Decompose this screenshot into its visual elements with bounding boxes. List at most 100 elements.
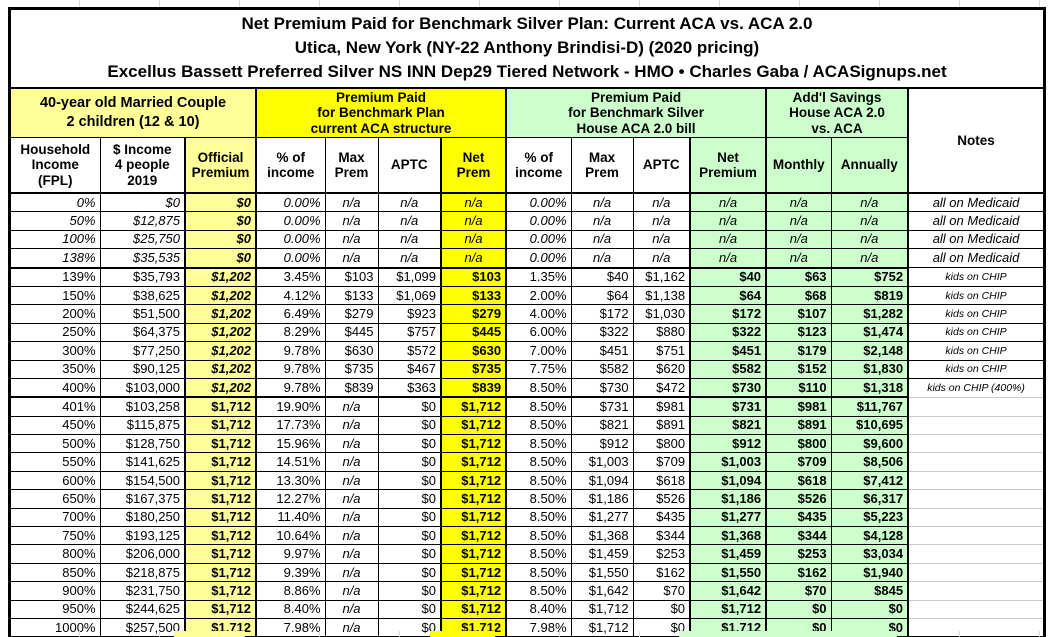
table-cell: $1,202 xyxy=(183,285,257,305)
table-row: 600% $154,500 $1,712 13.30% n/a $0 $1,712 8.50%… xyxy=(11,470,1044,490)
table-cell: $467 xyxy=(377,359,442,379)
table-row: 0% $0 $0 0.00% n/a n/a n/a 0.00% n/a n/a n/a n/a n/a… xyxy=(11,192,1044,212)
table-cell: $107 xyxy=(765,304,832,324)
table-cell: 4.00% xyxy=(505,304,572,324)
table-cell: $63 xyxy=(765,266,832,287)
table-cell: $1,712 xyxy=(570,599,634,619)
column-header: APTC xyxy=(377,137,442,194)
table-cell: $582 xyxy=(689,359,767,379)
table-cell: $435 xyxy=(632,507,691,527)
table-cell: $1,712 xyxy=(183,562,257,582)
table-cell: $923 xyxy=(377,304,442,324)
table-cell: $0 xyxy=(377,581,442,601)
table-cell: $1,368 xyxy=(570,526,634,545)
table-cell: $1,712 xyxy=(440,434,507,453)
table-cell: n/a xyxy=(324,434,379,453)
table-cell: $162 xyxy=(765,562,832,582)
table-cell: 139% xyxy=(11,266,100,287)
table-cell: 200% xyxy=(11,304,100,324)
table-cell: $70 xyxy=(765,581,832,601)
table-cell: 650% xyxy=(11,489,100,509)
table-cell xyxy=(907,562,1044,582)
table-cell: kids on CHIP xyxy=(907,322,1044,342)
table-cell: $77,250 xyxy=(99,341,185,361)
table-cell: $172 xyxy=(689,304,767,324)
table-cell: $981 xyxy=(765,396,832,417)
gridline-fill-bright-yellow xyxy=(430,631,495,637)
table-cell: $6,317 xyxy=(830,489,909,509)
table-cell: $0 xyxy=(183,211,257,231)
table-cell: 6.00% xyxy=(505,322,572,342)
table-cell: 950% xyxy=(11,599,100,619)
title-line-1: Net Premium Paid for Benchmark Silver Pl… xyxy=(241,14,813,33)
table-cell: $620 xyxy=(632,359,691,379)
table-cell: 9.97% xyxy=(255,544,326,564)
table-cell: 14.51% xyxy=(255,452,326,472)
table-cell: 8.50% xyxy=(505,526,572,545)
table-cell: $133 xyxy=(440,285,507,305)
table-row: 750% $193,125 $1,712 10.64% n/a $0 $1,712 8.50%… xyxy=(11,526,1044,545)
table-cell xyxy=(907,489,1044,509)
table-cell: $344 xyxy=(765,526,832,545)
table-cell: 150% xyxy=(11,285,100,305)
table-cell: $64,375 xyxy=(99,322,185,342)
table-cell: $1,094 xyxy=(570,470,634,490)
table-cell xyxy=(907,581,1044,601)
table-cell: $1,642 xyxy=(570,581,634,601)
table-cell: $7,412 xyxy=(830,470,909,490)
premium-table-frame: Net Premium Paid for Benchmark Silver Pl… xyxy=(8,7,1046,637)
table-cell: 15.96% xyxy=(255,434,326,453)
table-cell: $731 xyxy=(570,396,634,417)
table-cell: $9,600 xyxy=(830,434,909,453)
title-line-3: Excellus Bassett Preferred Silver NS INN… xyxy=(107,62,947,81)
table-row: 150% $38,625 $1,202 4.12% $133 $1,069 $133 2.00… xyxy=(11,285,1044,305)
table-row: 900% $231,750 $1,712 8.86% n/a $0 $1,712 8.50% $… xyxy=(11,581,1044,601)
table-row: 138% $35,535 $0 0.00% n/a n/a n/a 0.00% n/a n/a n/… xyxy=(11,248,1044,268)
table-cell: n/a xyxy=(324,489,379,509)
table-cell: $1,712 xyxy=(183,470,257,490)
table-cell: n/a xyxy=(689,248,767,268)
table-cell: n/a xyxy=(324,229,379,249)
table-cell: 0.00% xyxy=(255,211,326,231)
table-cell: 13.30% xyxy=(255,470,326,490)
table-cell: $244,625 xyxy=(99,599,185,619)
column-header-row: Household Income (FPL) $ Income 4 people … xyxy=(11,137,1043,194)
table-cell: $1,712 xyxy=(440,452,507,472)
table-cell: n/a xyxy=(765,248,832,268)
table-cell: n/a xyxy=(632,248,691,268)
table-cell: 600% xyxy=(11,470,100,490)
table-body: 0% $0 $0 0.00% n/a n/a n/a 0.00% n/a n/a n/a n/a n/a… xyxy=(11,192,1044,637)
table-cell: $1,712 xyxy=(440,526,507,545)
column-header: Monthly xyxy=(765,137,832,194)
group-header-addl-savings: Add'l Savings House ACA 2.0 vs. ACA xyxy=(765,89,909,138)
table-cell: n/a xyxy=(632,192,691,212)
table-cell: $0 xyxy=(377,415,442,435)
table-cell: $981 xyxy=(632,396,691,417)
table-cell: $757 xyxy=(377,322,442,342)
table-cell: $231,750 xyxy=(99,581,185,601)
table-cell: $1,642 xyxy=(689,581,767,601)
table-row: 700% $180,250 $1,712 11.40% n/a $0 $1,712 8.50%… xyxy=(11,507,1044,527)
table-cell: n/a xyxy=(765,192,832,212)
table-row: 450% $115,875 $1,712 17.73% n/a $0 $1,712 8.50%… xyxy=(11,415,1044,435)
table-cell: 8.50% xyxy=(505,415,572,435)
table-cell: n/a xyxy=(830,192,909,212)
table-cell xyxy=(907,434,1044,453)
table-cell: $1,138 xyxy=(632,285,691,305)
table-cell: $800 xyxy=(765,434,832,453)
table-cell: $167,375 xyxy=(99,489,185,509)
table-cell: n/a xyxy=(689,211,767,231)
table-cell: n/a xyxy=(765,229,832,249)
table-cell: $582 xyxy=(570,359,634,379)
table-cell: $253 xyxy=(765,544,832,564)
table-cell: 250% xyxy=(11,322,100,342)
table-cell: n/a xyxy=(440,248,507,268)
table-cell: n/a xyxy=(830,211,909,231)
table-cell: $1,712 xyxy=(440,415,507,435)
table-cell: $1,069 xyxy=(377,285,442,305)
column-header: Max Prem xyxy=(324,137,379,194)
table-cell: $179 xyxy=(765,341,832,361)
table-cell: $1,186 xyxy=(689,489,767,509)
table-cell xyxy=(907,452,1044,472)
title-line-2: Utica, New York (NY-22 Anthony Brindisi-… xyxy=(294,38,760,57)
